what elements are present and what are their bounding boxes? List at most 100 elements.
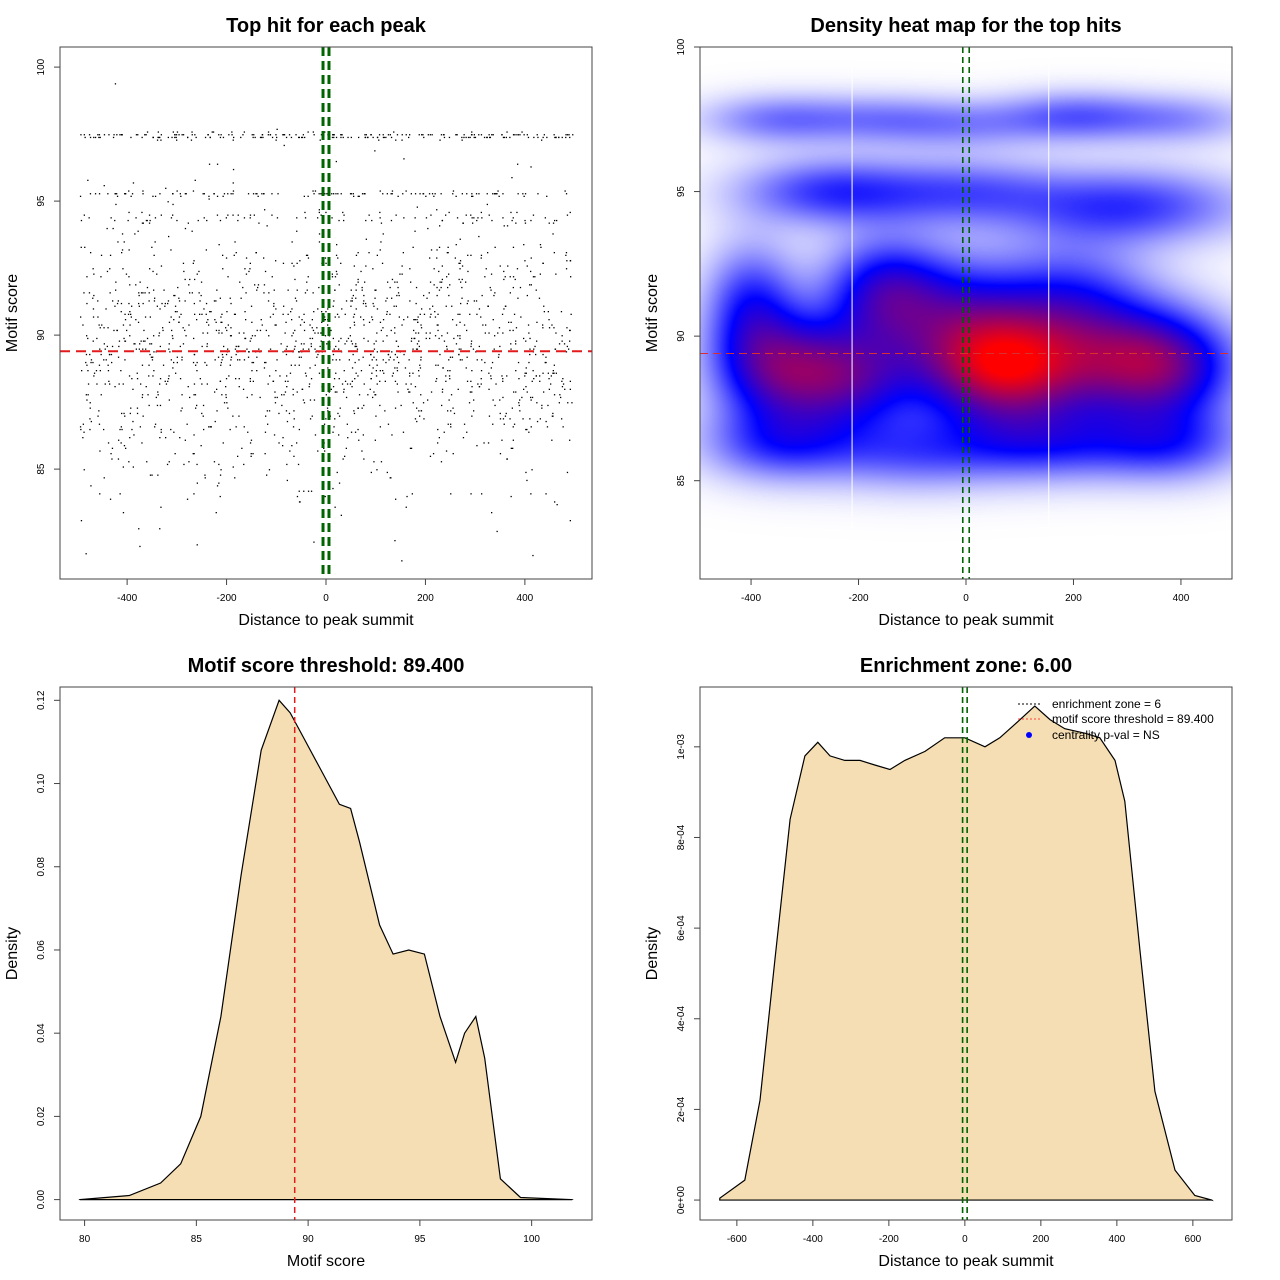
data-point (229, 335, 232, 337)
data-point (336, 391, 338, 393)
y-tick-label: 85 (676, 475, 687, 487)
data-point (276, 136, 278, 139)
data-point (420, 394, 422, 396)
data-point (118, 383, 120, 385)
data-point (230, 356, 233, 358)
data-point (230, 359, 232, 361)
data-point (153, 289, 155, 291)
data-point (240, 136, 242, 139)
data-point (199, 300, 201, 302)
data-point (396, 367, 398, 369)
data-point (422, 193, 424, 195)
data-point (128, 249, 130, 251)
data-point (201, 412, 203, 415)
data-point (466, 193, 468, 195)
data-point (141, 442, 143, 444)
data-point (469, 313, 471, 315)
data-point (494, 292, 496, 294)
data-point (169, 351, 171, 353)
data-point (250, 455, 252, 457)
data-point (234, 313, 236, 315)
x-tick-label: -200 (217, 593, 237, 604)
data-point (394, 281, 396, 283)
data-point (566, 345, 568, 348)
data-point (255, 252, 257, 254)
plot-frame (699, 686, 1233, 1221)
data-point (368, 364, 371, 366)
data-point (249, 442, 252, 444)
data-point (298, 356, 300, 358)
data-point (463, 134, 465, 136)
data-point (321, 311, 323, 313)
data-point (193, 302, 195, 305)
data-point (312, 292, 314, 294)
data-point (562, 383, 565, 385)
data-point (251, 321, 253, 323)
data-point (376, 364, 378, 366)
data-point (514, 278, 516, 281)
data-point (220, 361, 222, 364)
data-point (349, 327, 351, 329)
data-point (338, 378, 340, 380)
data-point (406, 495, 408, 498)
data-point (410, 193, 412, 195)
data-point (227, 407, 229, 409)
data-point (328, 391, 330, 393)
plot-frame (59, 686, 593, 1221)
data-point (325, 394, 327, 396)
data-point (232, 168, 235, 171)
data-point (286, 375, 288, 377)
data-point (561, 340, 563, 342)
data-point (289, 372, 292, 374)
data-point (283, 134, 286, 136)
data-point (157, 391, 159, 393)
data-point (543, 311, 545, 313)
data-point (92, 340, 94, 342)
data-point (103, 134, 106, 136)
data-point (365, 219, 367, 222)
y-tick-label: 6e-04 (676, 915, 687, 941)
data-point (271, 276, 273, 278)
data-point (364, 136, 367, 139)
data-point (157, 474, 159, 476)
data-point (477, 217, 479, 219)
data-point (167, 300, 170, 302)
data-point (470, 493, 472, 495)
x-tick-label: 100 (523, 1234, 540, 1245)
data-point (367, 394, 369, 396)
data-point (481, 493, 483, 495)
data-point (127, 313, 130, 315)
data-point (218, 482, 220, 484)
data-point (419, 313, 421, 315)
data-point (303, 490, 305, 492)
data-point (243, 359, 246, 361)
data-point (488, 415, 491, 417)
data-point (302, 399, 305, 401)
data-point (251, 394, 253, 396)
data-point (532, 214, 535, 216)
data-point (193, 353, 195, 356)
data-point (401, 265, 403, 267)
data-point (240, 297, 242, 299)
data-point (461, 193, 463, 195)
data-point (455, 324, 458, 326)
data-point (225, 327, 227, 329)
data-point (391, 278, 394, 281)
data-point (509, 292, 511, 294)
data-point (196, 361, 198, 364)
data-point (86, 276, 88, 278)
data-point (429, 134, 431, 136)
plot-frame (59, 46, 593, 580)
y-axis-label: Density (4, 927, 21, 980)
data-point (445, 450, 448, 452)
data-point (293, 418, 295, 420)
data-point (232, 415, 234, 417)
data-point (250, 305, 253, 307)
data-point (293, 348, 296, 350)
data-point (199, 313, 201, 315)
data-point (287, 380, 289, 382)
data-point (286, 345, 288, 348)
data-point (548, 388, 550, 390)
data-point (232, 466, 234, 468)
